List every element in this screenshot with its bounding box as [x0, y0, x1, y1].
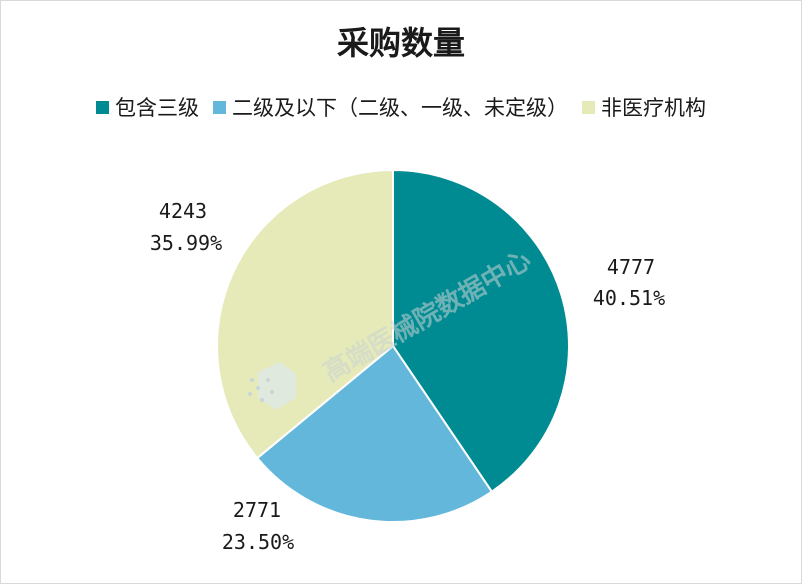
- pie-slice-0: [392, 168, 570, 494]
- slice-1-value-label: 2771: [233, 498, 281, 522]
- chart-legend: 包含三级 二级及以下（二级、一级、未定级） 非医疗机构: [0, 92, 802, 122]
- legend-swatch-0: [96, 100, 109, 114]
- legend-swatch-2: [582, 100, 595, 114]
- watermark-logo-icon: [248, 362, 296, 410]
- slice-0-percent-label: 40.51%: [593, 286, 665, 310]
- pie-slice-1: [255, 344, 494, 523]
- chart-title: 采购数量: [336, 24, 465, 62]
- slice-0-value-label: 4777: [607, 255, 655, 279]
- slice-2-percent-label: 35.99%: [150, 231, 222, 255]
- slice-1-percent-label: 23.50%: [222, 530, 294, 554]
- legend-label-1: 二级及以下（二级、一级、未定级）: [232, 96, 568, 120]
- legend-label-0: 包含三级: [115, 96, 199, 120]
- legend-item-0: 包含三级: [96, 92, 199, 122]
- legend-item-1: 二级及以下（二级、一级、未定级）: [213, 92, 568, 122]
- legend-swatch-1: [213, 100, 226, 114]
- slice-2-value-label: 4243: [159, 199, 207, 223]
- legend-item-2: 非医疗机构: [582, 92, 706, 122]
- legend-label-2: 非医疗机构: [601, 96, 706, 120]
